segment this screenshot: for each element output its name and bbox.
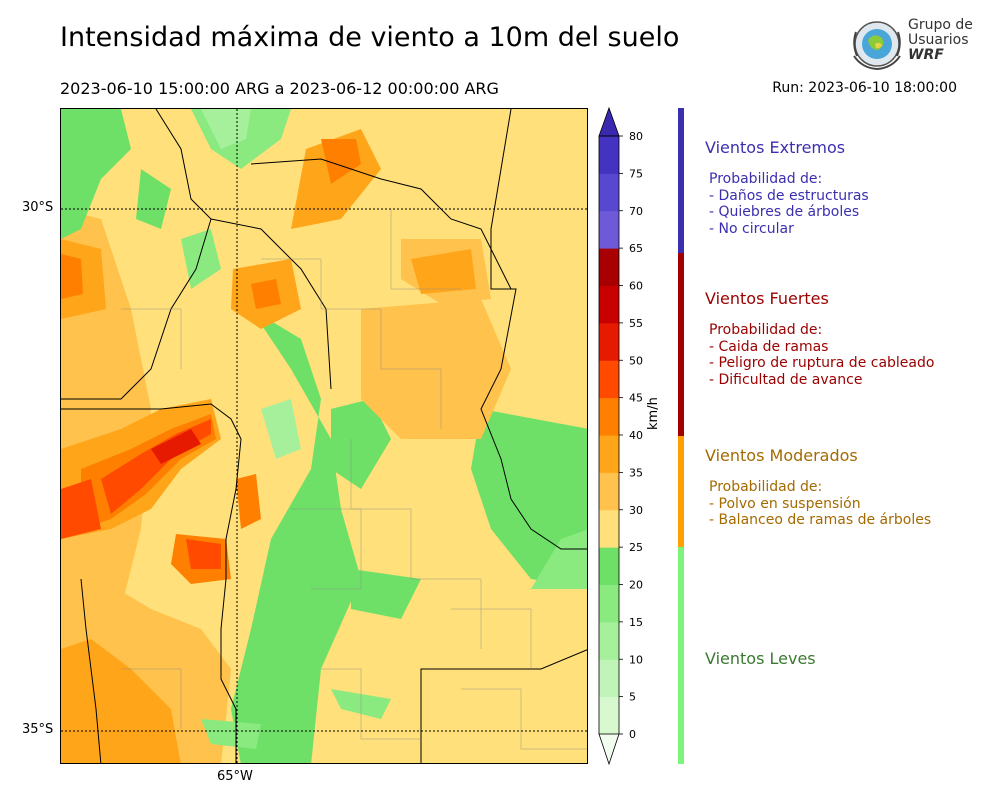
category-intro: Probabilidad de:: [709, 479, 823, 495]
lon-label-65w: 65°W: [217, 769, 253, 784]
colorbar-tick-label: 5: [629, 691, 636, 704]
category-bar-light: [678, 547, 684, 764]
category-item: - Daños de estructuras: [709, 187, 869, 204]
colorbar-segment: [599, 435, 619, 473]
category-desc-extreme: Probabilidad de: - Daños de estructuras …: [709, 171, 869, 237]
colorbar-tick-label: 40: [629, 429, 643, 442]
globe-emblem-icon: [853, 21, 901, 71]
colorbar-segment: [599, 248, 619, 286]
colorbar-segment: [599, 547, 619, 585]
colorbar-tick-label: 15: [629, 616, 643, 629]
colorbar-tick-label: 65: [629, 242, 643, 255]
colorbar-segment: [599, 173, 619, 212]
category-bar-strong: [678, 253, 684, 436]
run-time: Run: 2023-06-10 18:00:00: [772, 80, 957, 96]
logo-line-1: Grupo de: [908, 17, 973, 33]
category-desc-strong: Probabilidad de: - Caida de ramas - Peli…: [709, 322, 934, 388]
colorbar-tick-label: 0: [629, 728, 636, 741]
colorbar-segment: [599, 285, 619, 324]
colorbar-min-extension: [598, 733, 620, 766]
category-intro: Probabilidad de:: [709, 171, 823, 187]
colorbar-tick-label: 60: [629, 280, 643, 293]
category-title-moderate: Vientos Moderados: [705, 446, 858, 465]
wrf-logo: Grupo de Usuarios WRF: [848, 16, 973, 72]
category-title-extreme: Vientos Extremos: [705, 138, 846, 157]
map-title: Intensidad máxima de viento a 10m del su…: [60, 22, 680, 53]
colorbar-segment: [599, 659, 619, 698]
category-item: - Balanceo de ramas de árboles: [709, 512, 932, 528]
category-item: - No circular: [709, 220, 794, 237]
logo-line-2: Usuarios: [908, 32, 969, 48]
colorbar-tick-label: 50: [629, 354, 643, 367]
colorbar-segment: [599, 397, 619, 436]
colorbar-max-extension: [598, 106, 620, 137]
wind-map: [60, 108, 588, 764]
colorbar-tick-label: 10: [629, 653, 643, 666]
boundaries-overlay: [61, 109, 587, 763]
category-item: - Polvo en suspensión: [709, 495, 861, 512]
colorbar-tick-label: 70: [629, 205, 643, 218]
category-title-strong: Vientos Fuertes: [705, 289, 829, 308]
colorbar-segment: [599, 360, 619, 399]
colorbar-tick-label: 20: [629, 579, 643, 592]
colorbar-segment: [599, 584, 619, 623]
category-desc-moderate: Probabilidad de: - Polvo en suspensión -…: [709, 479, 931, 529]
colorbar-segment: [599, 621, 619, 660]
colorbar-segment: [599, 136, 619, 174]
lat-label-30s: 30°S: [22, 200, 54, 215]
colorbar-tick-label: 30: [629, 504, 643, 517]
colorbar-unit: km/h: [646, 397, 661, 430]
colorbar-tick-label: 25: [629, 541, 643, 554]
wind-speed-colorbar: 0 5 10 15 20 25 30 35 40 45 50 55 60 65 70 75 80: [597, 106, 657, 770]
colorbar-tick-label: 35: [629, 466, 643, 479]
colorbar-segment: [599, 210, 619, 249]
colorbar-segment: [599, 472, 619, 511]
forecast-period: 2023-06-10 15:00:00 ARG a 2023-06-12 00:…: [60, 79, 499, 98]
colorbar-segment: [599, 696, 619, 735]
category-title-light: Vientos Leves: [705, 649, 816, 668]
colorbar-tick-label: 45: [629, 392, 643, 405]
category-item: - Quiebres de árboles: [709, 204, 860, 220]
category-intro: Probabilidad de:: [709, 322, 823, 338]
colorbar-tick-label: 55: [629, 317, 643, 330]
colorbar-segment: [599, 509, 619, 548]
lat-label-35s: 35°S: [22, 722, 54, 737]
category-bar-extreme: [678, 108, 684, 253]
category-item: - Peligro de ruptura de cableado: [709, 355, 935, 371]
colorbar-segment: [599, 322, 619, 361]
colorbar-tick-label: 80: [629, 130, 643, 143]
colorbar-scale: 0 5 10 15 20 25 30 35 40 45 50 55 60 65 70 75 80: [598, 106, 643, 766]
colorbar-tick-label: 75: [629, 167, 643, 180]
category-item: - Dificultad de avance: [709, 371, 863, 388]
category-item: - Caida de ramas: [709, 338, 829, 355]
logo-line-3: WRF: [908, 47, 944, 63]
category-bar-moderate: [678, 436, 684, 547]
